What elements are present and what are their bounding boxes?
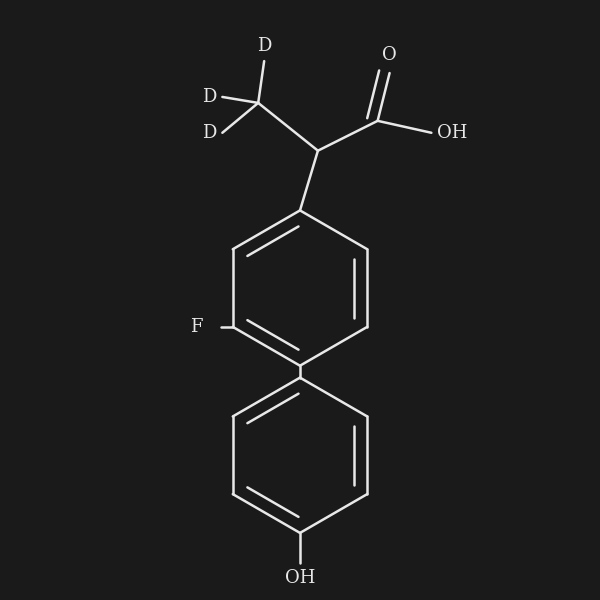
Text: D: D: [202, 124, 217, 142]
Text: D: D: [257, 37, 271, 55]
Text: OH: OH: [285, 569, 315, 587]
Text: D: D: [202, 88, 217, 106]
Text: F: F: [190, 318, 203, 336]
Text: O: O: [382, 46, 397, 64]
Text: OH: OH: [437, 124, 468, 142]
